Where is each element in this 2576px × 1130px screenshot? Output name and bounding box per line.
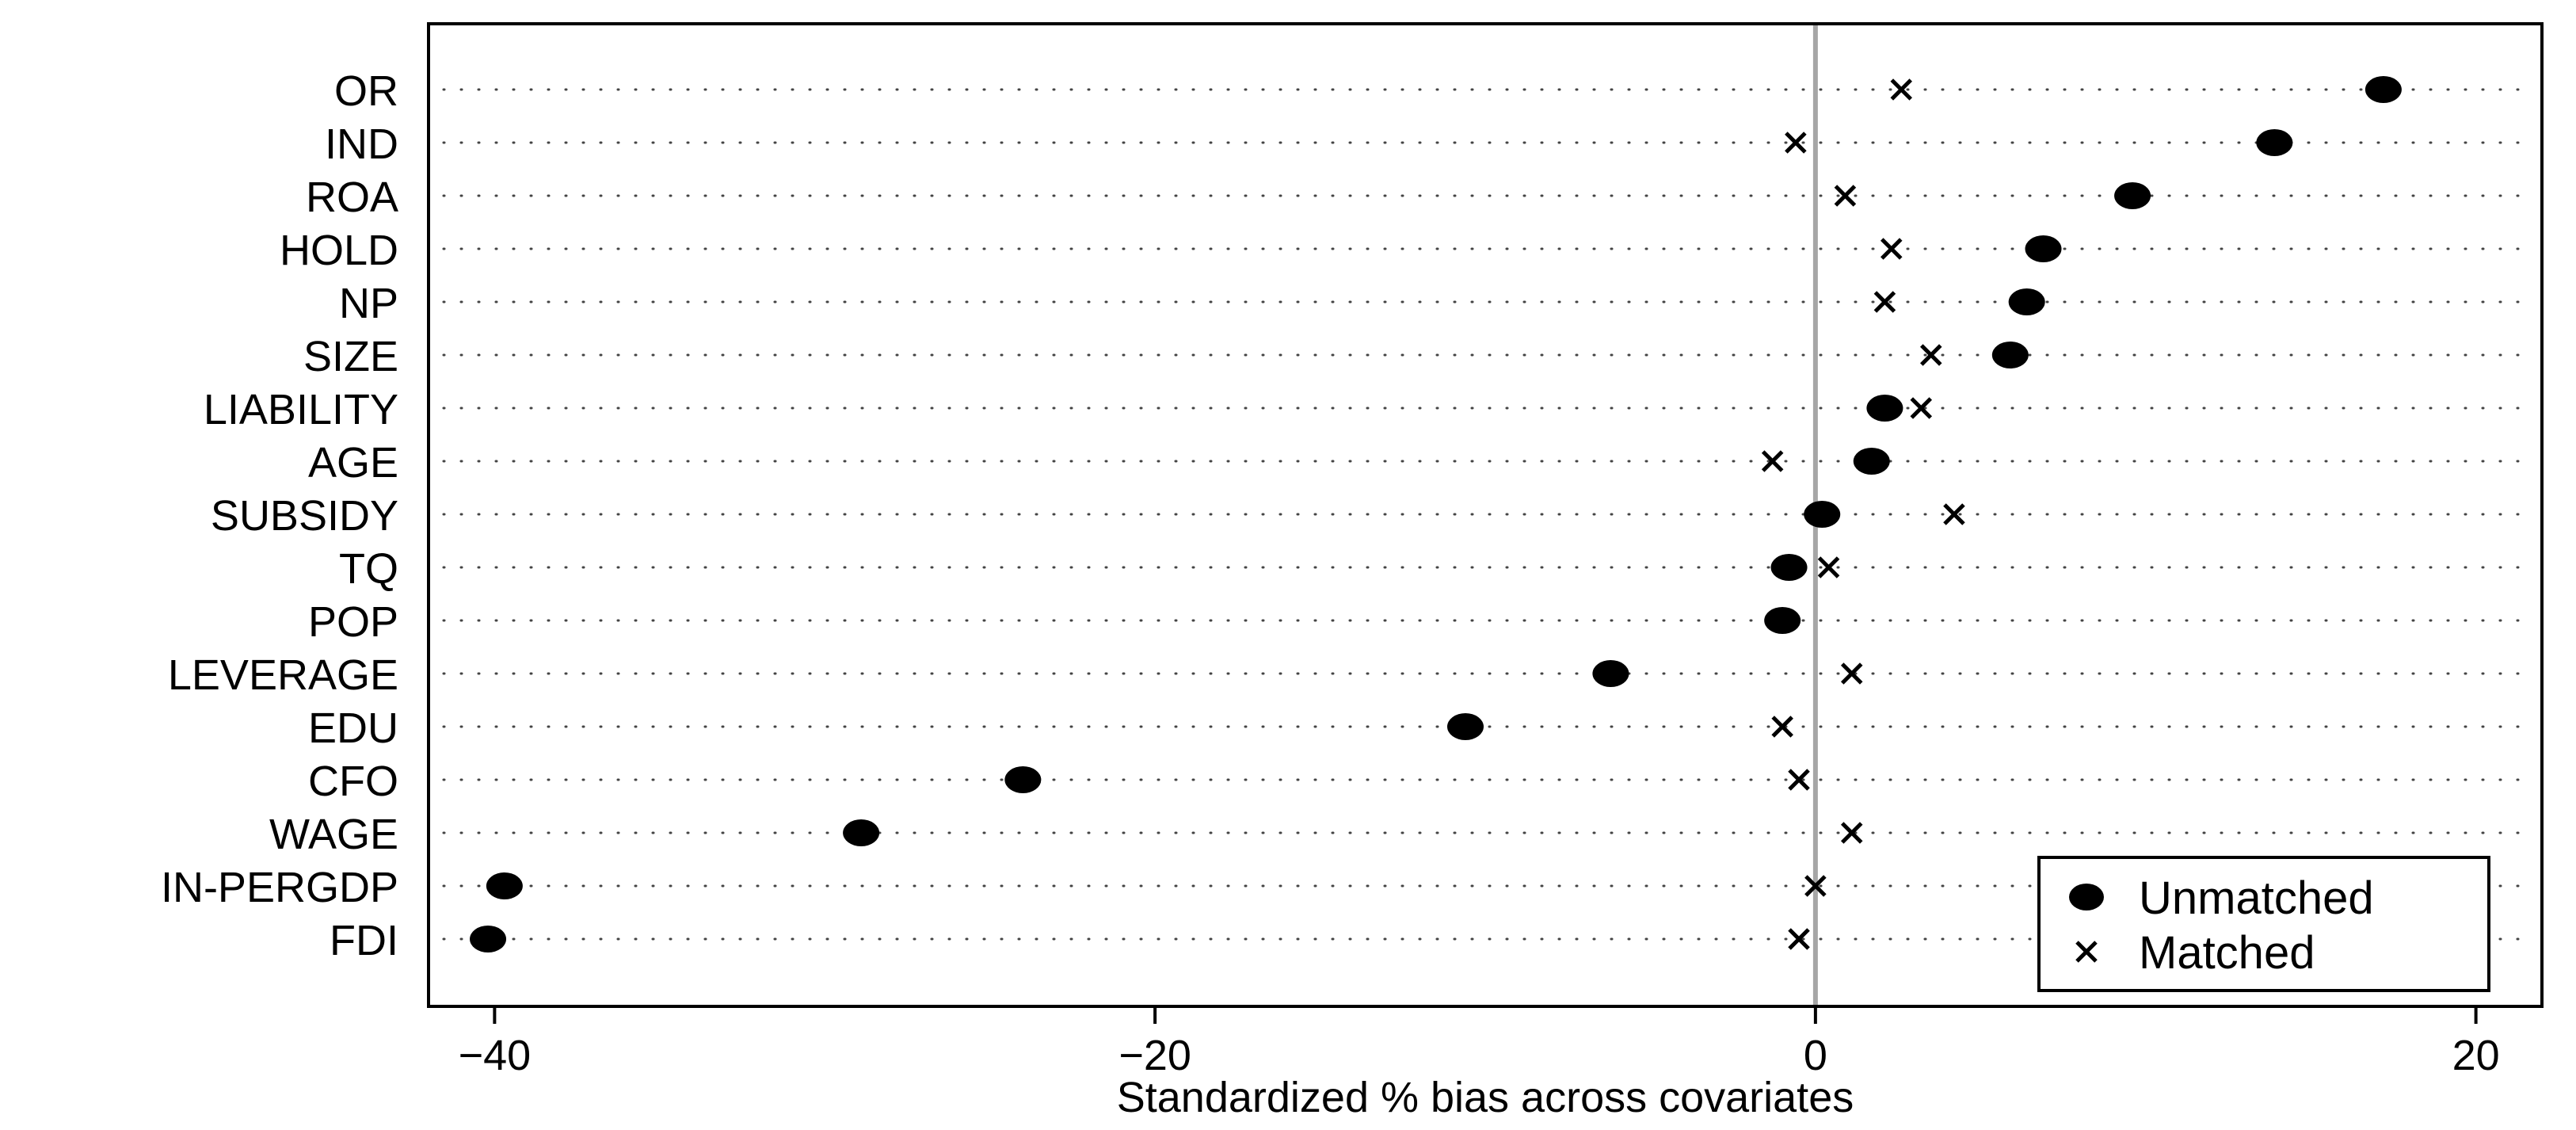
unmatched-point xyxy=(1770,554,1808,581)
matched-point xyxy=(1771,716,1793,738)
x-tick-label: −20 xyxy=(1118,1032,1191,1079)
variable-label: FDI xyxy=(330,917,398,964)
variable-labels: OR IND ROA HOLD NP SIZE LIABILITY AGE SUBSIDY TQ P… xyxy=(161,67,398,964)
x-tick-label: 20 xyxy=(2452,1032,2500,1079)
unmatched-point xyxy=(2365,76,2402,103)
unmatched-point xyxy=(1866,395,1903,422)
variable-label: HOLD xyxy=(280,227,398,274)
plot-area xyxy=(427,22,2544,1008)
unmatched-point xyxy=(470,926,507,952)
unmatched-point xyxy=(2256,129,2293,156)
unmatched-point xyxy=(486,872,523,899)
x-axis: −40 −20 0 20 xyxy=(459,1006,2500,1079)
legend-matched-marker xyxy=(2075,941,2098,963)
data-points xyxy=(470,76,2402,952)
matched-point xyxy=(1840,662,1863,685)
variable-label: SUBSIDY xyxy=(211,492,398,540)
variable-label: LIABILITY xyxy=(204,386,398,433)
unmatched-point xyxy=(1804,501,1841,528)
x-tick-label: −40 xyxy=(459,1032,532,1079)
matched-point xyxy=(1785,132,1807,154)
variable-label: OR xyxy=(334,67,398,115)
variable-label: NP xyxy=(339,280,398,327)
unmatched-point xyxy=(1853,448,1890,475)
matched-point xyxy=(1788,928,1810,950)
matched-point xyxy=(1890,78,1913,101)
unmatched-point xyxy=(2025,235,2062,262)
x-axis-title: Standardized % bias across covariates xyxy=(1117,1074,1854,1121)
variable-label: LEVERAGE xyxy=(168,651,398,699)
unmatched-point xyxy=(1446,713,1484,740)
matched-point xyxy=(1840,822,1863,844)
matched-point xyxy=(1817,556,1840,578)
legend-box xyxy=(2037,856,2490,992)
unmatched-point xyxy=(1592,660,1629,687)
matched-point xyxy=(1880,238,1903,260)
variable-label: AGE xyxy=(308,439,398,487)
unmatched-point xyxy=(2114,182,2151,209)
legend-unmatched-label: Unmatched xyxy=(2139,872,2374,924)
legend-matched-label: Matched xyxy=(2139,927,2315,979)
unmatched-point xyxy=(1991,342,2029,368)
gridlines xyxy=(442,88,2532,941)
variable-label: WAGE xyxy=(269,811,398,858)
variable-label: ROA xyxy=(306,174,398,221)
variable-label: POP xyxy=(308,598,398,646)
matched-point xyxy=(1943,503,1965,525)
variable-label: CFO xyxy=(308,758,398,805)
unmatched-point xyxy=(2008,288,2045,315)
matched-point xyxy=(1761,450,1784,472)
matched-point xyxy=(1788,769,1810,791)
matched-point xyxy=(1910,397,1933,419)
unmatched-point xyxy=(1764,607,1801,634)
variable-label: SIZE xyxy=(303,333,398,380)
variable-label: IND xyxy=(325,120,398,168)
matched-point xyxy=(1873,291,1896,313)
legend-unmatched-marker xyxy=(2069,884,2104,910)
variable-label: IN-PERGDP xyxy=(161,864,398,911)
x-tick-label: 0 xyxy=(1804,1032,1827,1079)
legend: Unmatched Matched xyxy=(2037,856,2490,992)
unmatched-point xyxy=(843,819,880,846)
variable-label: TQ xyxy=(339,545,398,593)
matched-point xyxy=(1920,344,1942,366)
unmatched-point xyxy=(1004,766,1042,793)
matched-point xyxy=(1834,185,1857,207)
matched-point xyxy=(1804,875,1827,897)
variable-label: EDU xyxy=(308,704,398,752)
